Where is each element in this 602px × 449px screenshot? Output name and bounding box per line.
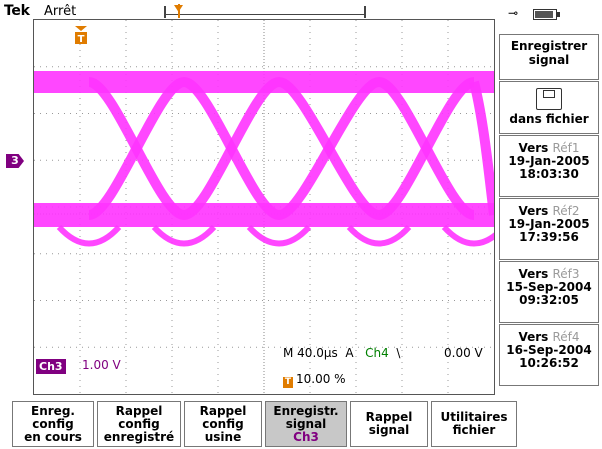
menu-line: config	[202, 417, 244, 431]
ref-name: Réf3	[552, 267, 580, 281]
rising-slope-icon: \	[396, 346, 401, 360]
menu-line: config	[32, 417, 74, 431]
timebase-value: M 40.0µs	[283, 346, 338, 360]
waveform-display	[33, 19, 495, 395]
ref-name: Réf4	[552, 330, 580, 344]
menu-line: Rappel	[365, 410, 413, 424]
ch3-ground-marker-icon: 3	[6, 154, 24, 168]
trigger-position-value: 10.00 %	[296, 372, 346, 386]
save-waveform-button[interactable]: Enregistr. signal Ch3	[265, 401, 347, 447]
menu-line: Utilitaires	[440, 410, 508, 424]
trigger-mode: A	[345, 346, 354, 360]
menu-line: Enregistr.	[273, 404, 339, 418]
ref-prefix: Vers	[518, 141, 549, 155]
menu-line: usine	[204, 430, 242, 444]
menu-line: Rappel	[115, 404, 163, 418]
menu-line: Rappel	[199, 404, 247, 418]
trigger-t-small-icon: T	[283, 377, 293, 388]
timebase-readout: M 40.0µs A Ch4 \	[283, 346, 400, 360]
ref-time: 17:39:56	[519, 230, 579, 244]
trigger-source: Ch4	[365, 346, 389, 360]
side-menu-title: Enregistrer signal	[499, 34, 599, 80]
trigger-position-readout: T 10.00 %	[283, 372, 346, 388]
record-position-bar	[164, 4, 366, 18]
ref-date: 15-Sep-2004	[506, 280, 592, 294]
menu-line: config	[118, 417, 160, 431]
waveform-trace	[34, 71, 494, 247]
save-current-setup-button[interactable]: Enreg. config en cours	[12, 401, 94, 447]
save-ref1-button[interactable]: Vers Réf1 19-Jan-2005 18:03:30	[499, 135, 599, 197]
recall-factory-setup-button[interactable]: Rappel config usine	[184, 401, 262, 447]
menu-line: fichier	[452, 423, 496, 437]
menu-line: en cours	[24, 430, 82, 444]
floppy-disk-icon	[536, 88, 562, 110]
ref-prefix: Vers	[518, 267, 549, 281]
battery-icon	[533, 9, 560, 20]
ref-time: 09:32:05	[519, 293, 579, 307]
channel-scale: 1.00 V	[82, 358, 121, 372]
menu-line-channel: Ch3	[293, 430, 319, 444]
graticule	[34, 20, 494, 394]
svg-text:T: T	[78, 34, 85, 44]
ref-time: 10:26:52	[519, 356, 579, 370]
ref-date: 19-Jan-2005	[508, 217, 590, 231]
save-ref2-button[interactable]: Vers Réf2 19-Jan-2005 17:39:56	[499, 198, 599, 260]
menu-line: Enreg.	[31, 404, 75, 418]
acquisition-state: Arrêt	[44, 4, 77, 19]
ac-plug-icon: ⊸	[508, 6, 519, 20]
save-to-file-button[interactable]: dans fichier	[499, 81, 599, 134]
menu-line: signal	[285, 417, 327, 431]
save-ref3-button[interactable]: Vers Réf3 15-Sep-2004 09:32:05	[499, 261, 599, 323]
trigger-level: 0.00 V	[444, 346, 483, 360]
ref-date: 19-Jan-2005	[508, 154, 590, 168]
save-to-file-label: dans fichier	[509, 112, 589, 126]
side-title-line1: Enregistrer	[510, 39, 588, 53]
side-title-line2: signal	[528, 53, 570, 67]
menu-line: enregistré	[103, 430, 175, 444]
recall-waveform-button[interactable]: Rappel signal	[350, 401, 428, 447]
ref-prefix: Vers	[518, 204, 549, 218]
file-utilities-button[interactable]: Utilitaires fichier	[431, 401, 517, 447]
save-ref4-button[interactable]: Vers Réf4 16-Sep-2004 10:26:52	[499, 324, 599, 386]
ref-time: 18:03:30	[519, 167, 579, 181]
channel-label: Ch3	[36, 359, 66, 374]
trigger-t-icon: T	[75, 26, 87, 44]
ref-prefix: Vers	[518, 330, 549, 344]
ref-name: Réf2	[552, 204, 580, 218]
brand-logo: Tek	[4, 3, 30, 19]
menu-line: signal	[368, 423, 410, 437]
recall-saved-setup-button[interactable]: Rappel config enregistré	[97, 401, 181, 447]
ref-name: Réf1	[552, 141, 580, 155]
ref-date: 16-Sep-2004	[506, 343, 592, 357]
